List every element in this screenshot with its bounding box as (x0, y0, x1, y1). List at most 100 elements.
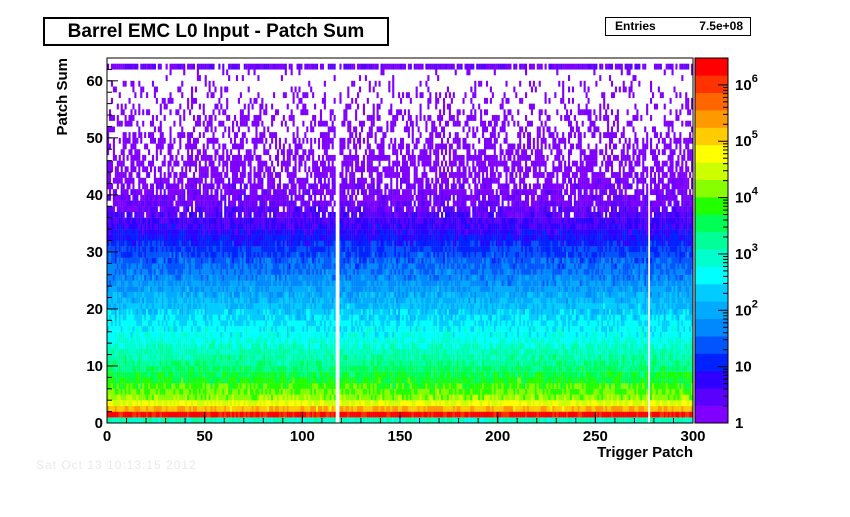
heatmap-cell (247, 154, 250, 161)
heatmap-cell (235, 326, 239, 332)
heatmap-cell (142, 109, 145, 116)
heatmap-cell (271, 314, 274, 321)
heatmap-cell (151, 394, 155, 401)
heatmap-cell (140, 257, 143, 264)
heatmap-cell (108, 337, 112, 344)
heatmap-cell (151, 354, 155, 361)
heatmap-cell (267, 411, 270, 418)
heatmap-cell (120, 160, 123, 167)
heatmap-cell (142, 194, 145, 201)
heatmap-cell (222, 257, 225, 264)
heatmap-cell (218, 360, 221, 367)
heatmap-cell (212, 137, 215, 144)
heatmap-cell (274, 388, 278, 395)
heatmap-cell (196, 377, 199, 384)
heatmap-cell (140, 286, 143, 292)
heatmap-cell (298, 217, 301, 224)
heatmap-cell (122, 314, 125, 321)
heatmap-cell (239, 297, 242, 304)
heatmap-cell (208, 308, 211, 315)
heatmap-cell (243, 383, 246, 389)
heatmap-cell (218, 217, 221, 224)
heatmap-cell (204, 234, 207, 241)
heatmap-cell (136, 365, 139, 372)
heatmap-cell (243, 120, 246, 127)
heatmap-cell (151, 160, 155, 167)
heatmap-cell (138, 177, 141, 184)
heatmap-cell (144, 331, 147, 338)
heatmap-cell (189, 137, 192, 144)
heatmap-cell (181, 274, 184, 281)
heatmap-cell (220, 269, 223, 275)
heatmap-cell (273, 400, 276, 407)
heatmap-cell (173, 354, 176, 361)
heatmap-cell (138, 303, 141, 310)
heatmap-cell (253, 69, 256, 76)
heatmap-cell (149, 286, 153, 292)
heatmap-cell (218, 337, 221, 344)
heatmap-cell (271, 320, 274, 327)
heatmap-cell (255, 143, 258, 150)
heatmap-cell (159, 143, 162, 150)
heatmap-cell (107, 240, 110, 247)
heatmap-cell (228, 189, 231, 196)
heatmap-cell (120, 411, 123, 418)
heatmap-cell (142, 217, 145, 224)
heatmap-cell (173, 251, 176, 258)
heatmap-cell (237, 314, 240, 321)
heatmap-cell (224, 308, 227, 315)
heatmap-cell (290, 411, 293, 418)
heatmap-cell (122, 326, 125, 332)
heatmap-cell (210, 297, 213, 304)
heatmap-cell (296, 326, 299, 332)
heatmap-cell (169, 143, 172, 150)
heatmap-cell (179, 371, 182, 378)
heatmap-cell (239, 354, 242, 361)
heatmap-cell (212, 234, 215, 241)
heatmap-cell (181, 405, 184, 412)
heatmap-cell (273, 377, 276, 384)
heatmap-cell (187, 103, 190, 110)
heatmap-cell (261, 177, 264, 184)
heatmap-cell (110, 246, 114, 253)
heatmap-cell (138, 223, 141, 230)
heatmap-cell (148, 371, 151, 378)
heatmap-cell (116, 115, 119, 121)
heatmap-cell (228, 331, 231, 338)
heatmap-cell (120, 240, 123, 247)
heatmap-cell (296, 331, 299, 338)
heatmap-cell (206, 172, 209, 178)
heatmap-cell (126, 320, 129, 327)
heatmap-cell (165, 303, 168, 310)
heatmap-cell (222, 166, 225, 173)
heatmap-cell (183, 297, 186, 304)
heatmap-cell (302, 314, 305, 321)
heatmap-cell (159, 371, 162, 378)
heatmap-cell (251, 354, 254, 361)
heatmap-cell (235, 320, 239, 327)
heatmap-cell (233, 251, 237, 258)
heatmap-cell (278, 394, 281, 401)
heatmap-cell (212, 286, 215, 292)
heatmap-cell (239, 234, 242, 241)
heatmap-cell (138, 251, 141, 258)
heatmap-cell (300, 377, 303, 384)
heatmap-cell (241, 337, 244, 344)
heatmap-cell (138, 400, 141, 407)
heatmap-cell (253, 417, 256, 424)
heatmap-cell (212, 211, 215, 218)
heatmap-cell (190, 269, 194, 275)
heatmap-cell (241, 383, 244, 389)
heatmap-cell (159, 269, 162, 275)
heatmap-cell (157, 400, 160, 407)
heatmap-cell (274, 314, 278, 321)
heatmap-cell (124, 137, 127, 144)
heatmap-cell (230, 257, 233, 264)
heatmap-cell (232, 331, 235, 338)
heatmap-cell (187, 394, 190, 401)
heatmap-cell (302, 377, 305, 384)
heatmap-cell (284, 308, 287, 315)
heatmap-cell (235, 405, 239, 412)
heatmap-cell (204, 246, 207, 253)
heatmap-cell (148, 132, 151, 138)
